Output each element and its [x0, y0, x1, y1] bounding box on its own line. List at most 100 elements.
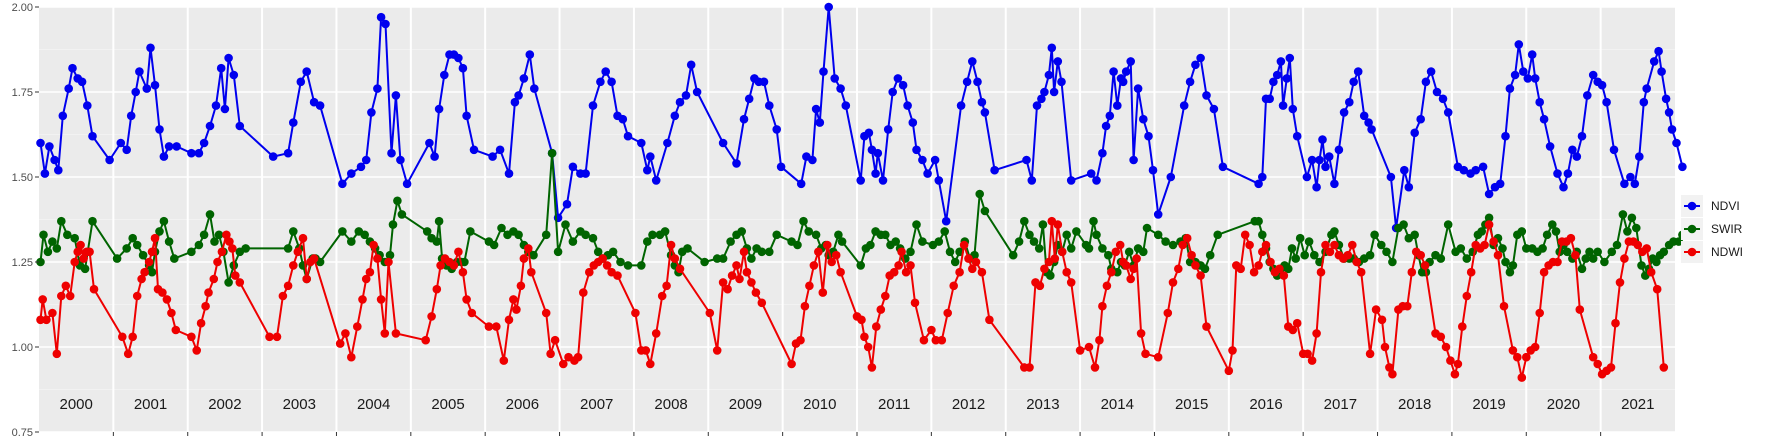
swir-data-point: [529, 250, 538, 260]
swir-data-point: [804, 227, 813, 236]
ndwi-data-point: [36, 315, 45, 325]
ndvi-data-point: [1510, 70, 1520, 80]
swir-data-point: [210, 237, 219, 246]
ndvi-data-point: [1166, 172, 1176, 182]
ndwi-data-point: [800, 301, 810, 311]
swir-data-point: [637, 261, 646, 270]
ndvi-data-point: [732, 159, 741, 168]
swir-data-point: [1577, 264, 1587, 274]
swir-data-point: [1498, 244, 1507, 253]
ndwi-data-point: [137, 274, 146, 284]
ndvi-data-point: [525, 50, 535, 59]
swir-data-point: [1517, 227, 1527, 236]
ndvi-data-point: [1113, 101, 1122, 110]
ndvi-data-point: [387, 148, 396, 158]
ndwi-data-point: [384, 257, 393, 267]
ndwi-data-point: [613, 271, 622, 280]
swir-data-point: [1399, 220, 1408, 229]
ndwi-data-point: [1141, 349, 1150, 359]
ndvi-data-point: [878, 176, 888, 185]
ndwi-data-point: [1508, 346, 1518, 355]
ndvi-data-point: [1639, 97, 1649, 107]
swir-data-point: [57, 216, 66, 226]
swir-data-point: [1038, 220, 1048, 229]
ndvi-data-point: [871, 169, 880, 178]
ndwi-data-point: [1499, 301, 1509, 311]
year-label-2004: 2004: [357, 396, 390, 413]
ndvi-data-point: [562, 199, 572, 209]
year-label-2002: 2002: [208, 396, 241, 413]
swir-data-point: [1618, 210, 1628, 219]
ndwi-data-point: [432, 284, 442, 294]
ndwi-data-point: [910, 298, 920, 308]
ndwi-data-point: [76, 240, 85, 250]
ndwi-data-point: [602, 261, 612, 270]
swir-data-point: [1508, 261, 1518, 270]
swir-data-point: [561, 220, 570, 229]
swir-data-point: [623, 261, 633, 270]
ndvi-data-point: [1667, 125, 1677, 134]
ndwi-data-point: [1168, 278, 1178, 287]
swir-data-point: [147, 267, 157, 277]
ndvi-data-point: [1530, 74, 1540, 83]
ndvi-data-point: [1364, 118, 1373, 127]
ndvi-data-point: [1583, 91, 1592, 100]
ndvi-data-point: [1568, 145, 1577, 155]
ndvi-data-point: [1630, 179, 1640, 189]
ndvi-data-point: [1334, 145, 1344, 155]
swir-data-point: [1139, 247, 1148, 257]
ndvi-data-point: [105, 155, 114, 165]
y-tick-label: 1.00: [12, 342, 33, 354]
ndwi-data-point: [42, 315, 51, 325]
ndwi-data-point: [1240, 230, 1250, 240]
ndvi-data-point: [1672, 138, 1681, 148]
swir-data-point: [1612, 240, 1622, 250]
ndvi-data-point: [155, 125, 164, 134]
ndwi-data-point: [1249, 267, 1259, 277]
ndvi-data-point: [1282, 74, 1292, 83]
ndvi-data-point: [596, 77, 605, 87]
ndvi-data-point: [739, 114, 749, 124]
ndwi-data-point: [427, 312, 436, 321]
ndvi-data-point: [199, 138, 209, 148]
ndwi-data-point: [38, 295, 47, 304]
ndvi-data-point: [990, 165, 999, 175]
ndwi-data-point: [1057, 247, 1067, 257]
swir-data-point: [432, 237, 442, 246]
ndvi-data-point: [150, 80, 160, 90]
ndvi-data-point: [1642, 84, 1651, 93]
ndwi-data-point: [732, 261, 741, 270]
ndvi-data-point: [462, 111, 471, 121]
swir-data-point: [1084, 244, 1094, 253]
ndvi-data-point: [607, 77, 616, 87]
ndwi-data-point: [1075, 346, 1085, 355]
ndvi-data-point: [808, 155, 817, 165]
swir-data-point: [1462, 254, 1472, 263]
ndvi-data-point: [686, 60, 696, 70]
year-label-2019: 2019: [1472, 396, 1505, 413]
swir-data-point: [1410, 230, 1419, 240]
ndwi-data-point: [579, 288, 588, 297]
ndwi-data-point: [162, 295, 172, 304]
ndwi-data-point: [158, 288, 167, 297]
ndwi-data-point: [860, 332, 869, 342]
ndvi-data-point: [968, 57, 977, 66]
ndwi-data-point: [1090, 363, 1100, 372]
ndwi-data-point: [1279, 271, 1289, 280]
ndvi-data-point: [1318, 135, 1327, 144]
ndwi-data-point: [1261, 240, 1271, 250]
ndvi-data-point: [495, 145, 505, 155]
ndwi-data-point: [894, 261, 903, 270]
ndvi-data-point: [1635, 152, 1644, 161]
ndvi-data-point: [1105, 111, 1115, 121]
ndwi-data-point: [1446, 356, 1455, 365]
ndvi-data-point: [187, 148, 196, 158]
ndvi-data-point: [434, 104, 444, 114]
ndvi-data-point: [941, 216, 951, 226]
ndwi-data-point: [1453, 359, 1463, 369]
ndwi-data-point: [492, 322, 501, 331]
ndwi-data-point: [1066, 278, 1076, 287]
ndvi-data-point: [1049, 87, 1059, 97]
ndwi-data-point: [1035, 281, 1045, 291]
ndvi-data-point: [1478, 162, 1488, 172]
